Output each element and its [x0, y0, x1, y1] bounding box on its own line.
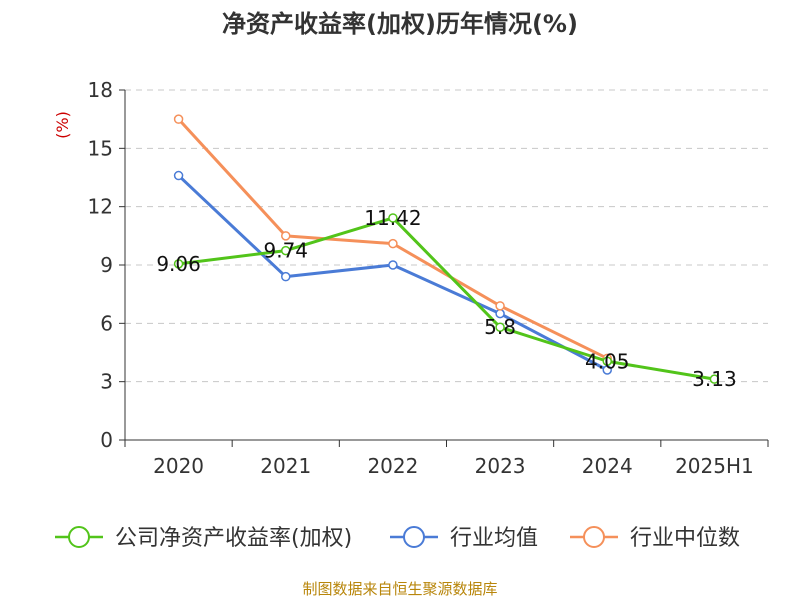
data-label: 5.8: [484, 315, 516, 339]
chart-title: 净资产收益率(加权)历年情况(%): [222, 10, 578, 38]
y-tick-label: 12: [88, 195, 113, 219]
data-point: [281, 231, 291, 241]
x-tick-label: 2024: [582, 454, 633, 478]
data-point: [709, 374, 720, 384]
data-point: [173, 170, 184, 181]
legend-swatch-marker: [403, 526, 425, 548]
data-point: [495, 301, 505, 311]
legend-swatch-marker: [583, 526, 605, 548]
y-axis-unit: (%): [53, 111, 72, 139]
data-point: [173, 259, 184, 269]
x-tick-label: 2025H1: [675, 454, 754, 478]
gridlines: [125, 89, 768, 383]
series-group: [173, 114, 720, 384]
data-label: 11.42: [364, 206, 421, 230]
data-label: 9.74: [263, 239, 308, 263]
legend-label: 公司净资产收益率(加权): [115, 526, 352, 551]
source-note: 制图数据来自恒生聚源数据库: [302, 580, 497, 598]
data-label: 9.06: [156, 252, 201, 276]
data-point: [173, 114, 184, 124]
y-tick-label: 3: [100, 370, 113, 394]
data-point: [388, 238, 398, 249]
y-tick-label: 9: [100, 253, 113, 277]
axes: 0 3 6 9 12 15 18 2020 2021 2022 2023 2024 2025H1: [88, 78, 769, 478]
series-line: [178, 216, 715, 381]
data-point: [495, 322, 505, 332]
data-point: [281, 245, 291, 256]
y-tick-label: 6: [100, 311, 113, 335]
x-tick-label: 2023: [475, 454, 526, 478]
data-point: [602, 356, 612, 366]
y-tick-label: 0: [100, 428, 113, 452]
legend-label: 行业中位数: [630, 526, 740, 551]
y-tick-label: 15: [88, 136, 113, 160]
legend: 公司净资产收益率(加权) 行业均值 行业中位数: [55, 526, 740, 551]
legend-label: 行业均值: [450, 526, 538, 551]
data-point: [388, 260, 398, 270]
data-point: [281, 271, 291, 282]
y-tick-label: 18: [88, 78, 113, 102]
data-label: 3.13: [692, 367, 737, 391]
data-point: [388, 213, 398, 223]
x-tick-label: 2020: [153, 454, 204, 478]
x-tick-label: 2022: [367, 454, 418, 478]
x-tick-label: 2021: [260, 454, 311, 478]
data-label: 4.05: [585, 349, 630, 373]
data-labels: 9.06 9.74 11.42 5.8 4.05 3.13: [156, 206, 736, 391]
series-line: [177, 118, 608, 360]
legend-swatch-marker: [68, 526, 90, 548]
